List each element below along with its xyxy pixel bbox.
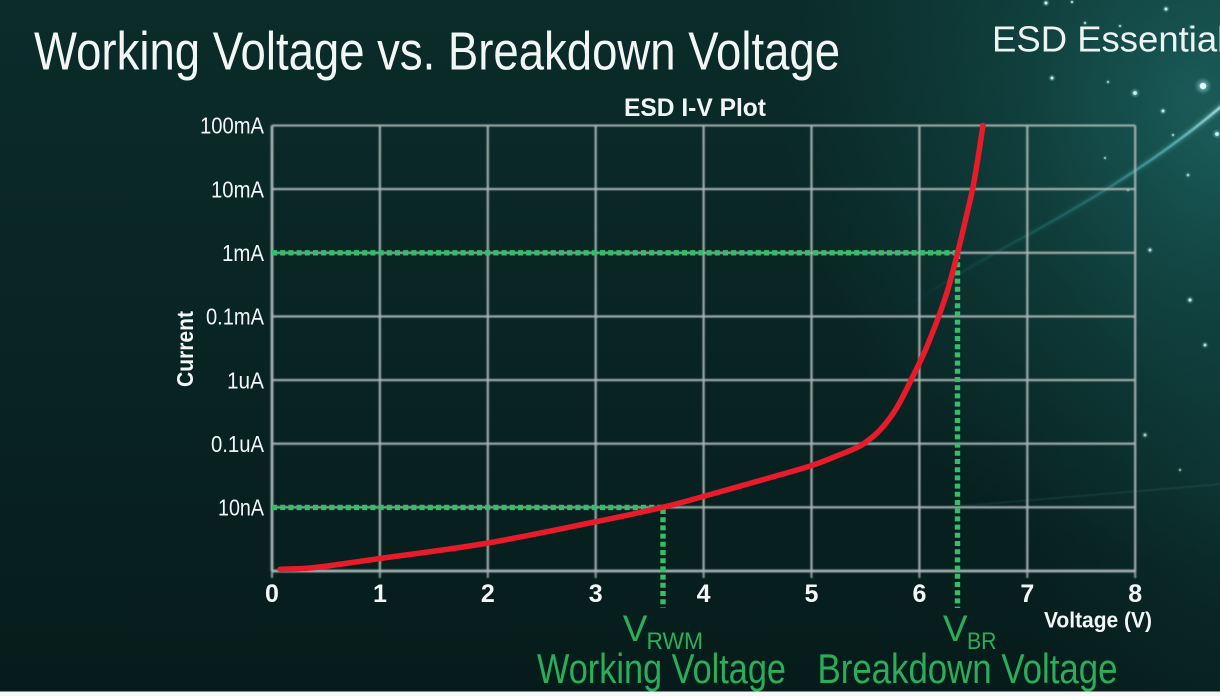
svg-text:4: 4 [697, 580, 711, 608]
svg-text:Voltage (V): Voltage (V) [1044, 608, 1152, 633]
svg-text:5: 5 [805, 580, 819, 608]
svg-text:RWM: RWM [647, 628, 704, 655]
svg-text:0: 0 [265, 580, 279, 608]
svg-text:0.1uA: 0.1uA [211, 431, 265, 457]
svg-text:V: V [943, 608, 968, 649]
svg-text:7: 7 [1020, 580, 1034, 608]
svg-text:Current: Current [172, 311, 198, 387]
svg-text:10nA: 10nA [218, 495, 265, 521]
svg-text:8: 8 [1128, 580, 1142, 608]
svg-text:1mA: 1mA [222, 240, 265, 266]
svg-text:3: 3 [589, 580, 603, 608]
svg-text:Breakdown Voltage: Breakdown Voltage [818, 645, 1118, 692]
svg-text:1: 1 [373, 580, 387, 608]
svg-text:ESD Essentials: ESD Essentials [992, 19, 1220, 60]
svg-text:6: 6 [912, 580, 926, 608]
svg-text:2: 2 [481, 580, 495, 608]
svg-text:ESD I-V Plot: ESD I-V Plot [624, 94, 767, 122]
svg-text:100mA: 100mA [200, 113, 265, 139]
svg-text:Working Voltage: Working Voltage [537, 645, 786, 692]
svg-text:Working Voltage vs. Breakdown: Working Voltage vs. Breakdown Voltage [34, 22, 840, 82]
svg-text:V: V [623, 608, 648, 649]
svg-text:1uA: 1uA [227, 367, 265, 393]
svg-text:BR: BR [967, 628, 997, 655]
svg-text:0.1mA: 0.1mA [206, 304, 265, 330]
svg-text:10mA: 10mA [211, 176, 265, 202]
